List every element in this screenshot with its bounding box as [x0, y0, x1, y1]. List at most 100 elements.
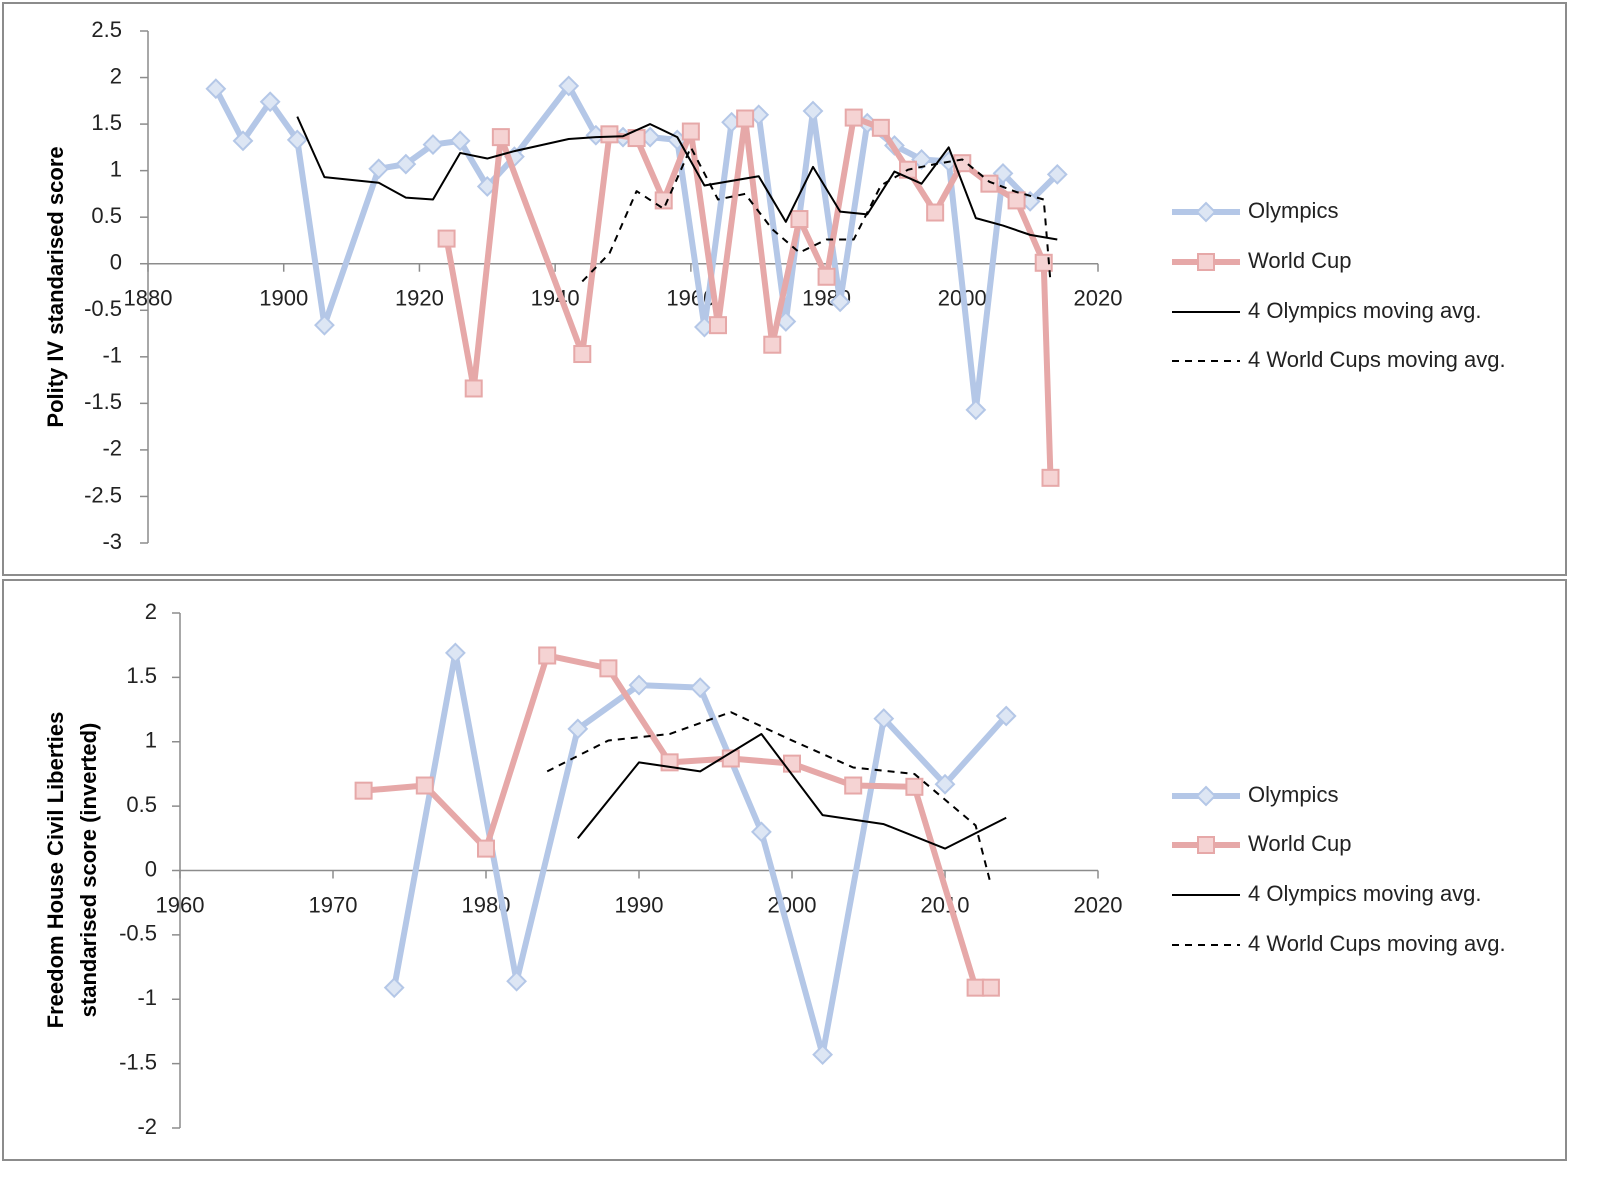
marker-diamond: [1195, 785, 1217, 807]
x-tick-label: 1900: [259, 286, 308, 311]
marker-diamond: [689, 677, 711, 699]
y-tick-label: 2: [110, 63, 122, 88]
marker-square: [573, 345, 592, 364]
marker-diamond: [444, 642, 466, 664]
legend-label: World Cup: [1248, 831, 1352, 856]
marker-diamond: [911, 149, 932, 170]
marker-diamond: [286, 129, 308, 151]
y-tick-label: -2.5: [84, 482, 122, 507]
x-tick-label: 1990: [615, 892, 664, 917]
marker-square: [871, 118, 890, 137]
marker-square: [654, 191, 673, 210]
marker-square: [600, 125, 619, 144]
marker-diamond: [995, 705, 1017, 727]
marker-diamond: [1195, 201, 1217, 223]
marker-square: [437, 229, 456, 248]
marker-square: [783, 754, 801, 773]
y-tick-label: 0.5: [126, 792, 157, 817]
series-line: [546, 711, 992, 885]
marker-diamond: [934, 773, 956, 795]
marker-diamond: [558, 75, 580, 97]
marker-diamond: [314, 314, 335, 336]
y-tick-label: 1: [145, 728, 157, 753]
y-tick-label: -2: [102, 436, 122, 461]
panel-frame: [2, 579, 1567, 1161]
y-tick-label: -2: [137, 1114, 157, 1139]
x-tick-label: 2020: [1074, 892, 1123, 917]
legend-label: Olympics: [1248, 782, 1338, 807]
marker-diamond: [259, 91, 281, 113]
marker-square: [790, 210, 809, 229]
y-tick-label: -0.5: [119, 921, 157, 946]
legend-label: 4 Olympics moving avg.: [1248, 298, 1482, 323]
marker-square: [464, 379, 483, 398]
marker-diamond: [368, 158, 390, 180]
legend-label: World Cup: [1248, 248, 1352, 273]
y-tick-label: 0.5: [91, 203, 122, 228]
y-tick-label: -1: [102, 343, 122, 368]
marker-diamond: [628, 674, 650, 696]
x-tick-label: 1960: [156, 892, 205, 917]
marker-diamond: [750, 821, 772, 843]
marker-diamond: [506, 970, 528, 992]
marker-square: [709, 316, 727, 335]
marker-square: [926, 203, 945, 222]
y-axis-label: standarised score (inverted): [76, 723, 101, 1018]
marker-diamond: [205, 78, 227, 100]
marker-diamond: [383, 977, 405, 999]
marker-square: [538, 646, 557, 665]
x-tick-label: 1920: [395, 286, 444, 311]
x-tick-label: 2020: [1074, 286, 1123, 311]
y-tick-label: 1.5: [91, 110, 122, 135]
legend-label: 4 Olympics moving avg.: [1248, 881, 1482, 906]
y-tick-label: -3: [102, 529, 122, 554]
x-tick-label: 1970: [309, 892, 358, 917]
marker-diamond: [422, 134, 444, 155]
marker-square: [477, 839, 495, 858]
y-tick-label: -1.5: [84, 389, 122, 414]
marker-square: [905, 777, 924, 796]
marker-diamond: [802, 100, 824, 122]
marker-square: [415, 776, 434, 795]
marker-square: [1197, 836, 1215, 854]
marker-square: [1007, 191, 1026, 210]
legend-label: Olympics: [1248, 198, 1338, 223]
x-tick-label: 1880: [124, 286, 173, 311]
marker-diamond: [395, 153, 417, 175]
marker-square: [980, 174, 999, 193]
marker-square: [354, 781, 373, 800]
y-tick-label: -1.5: [119, 1049, 157, 1074]
marker-square: [844, 776, 863, 795]
series-line: [443, 114, 1054, 478]
marker-diamond: [812, 1044, 834, 1066]
y-axis-label: Freedom House Civil Liberties: [43, 712, 68, 1029]
y-tick-label: -1: [137, 985, 157, 1010]
marker-square: [491, 128, 510, 147]
marker-square: [1197, 253, 1215, 271]
marker-diamond: [965, 399, 987, 421]
marker-square: [736, 109, 755, 128]
marker-square: [681, 122, 700, 141]
marker-diamond: [829, 291, 851, 313]
y-tick-label: 0: [145, 856, 157, 881]
marker-diamond: [567, 718, 589, 740]
y-tick-label: 0: [110, 250, 122, 275]
marker-diamond: [992, 163, 1014, 184]
y-tick-label: 2: [145, 599, 157, 624]
y-axis-label: Polity IV standarised score: [43, 146, 68, 427]
panel-frame: [2, 2, 1567, 576]
y-tick-label: -0.5: [84, 296, 122, 321]
series-line: [363, 652, 991, 991]
x-tick-label: 2000: [768, 892, 817, 917]
marker-square: [817, 267, 836, 286]
series-line: [581, 146, 1052, 283]
y-tick-label: 1: [110, 156, 122, 181]
marker-diamond: [1046, 163, 1068, 185]
marker-square: [599, 659, 618, 678]
y-tick-label: 2.5: [91, 17, 122, 42]
marker-square: [763, 335, 782, 354]
marker-diamond: [873, 708, 895, 729]
legend-label: 4 World Cups moving avg.: [1248, 347, 1506, 372]
marker-square: [966, 978, 985, 997]
